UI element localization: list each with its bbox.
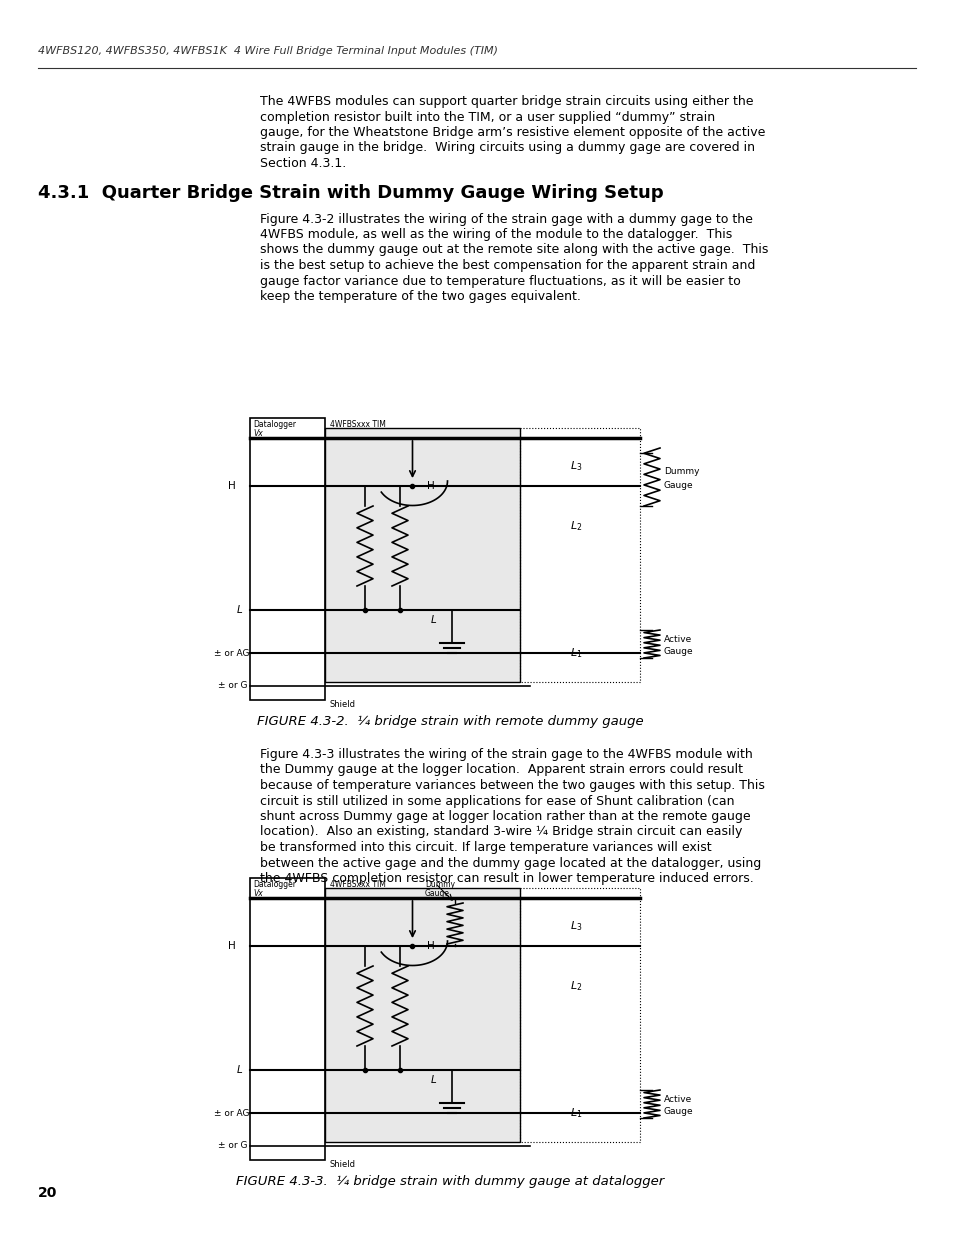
Text: Datalogger: Datalogger: [253, 420, 295, 429]
Text: Dummy: Dummy: [663, 468, 699, 477]
Text: FIGURE 4.3-3.  ¼ bridge strain with dummy gauge at datalogger: FIGURE 4.3-3. ¼ bridge strain with dummy…: [235, 1174, 663, 1188]
Text: $L_2$: $L_2$: [569, 519, 581, 532]
Text: keep the temperature of the two gages equivalent.: keep the temperature of the two gages eq…: [260, 290, 580, 303]
Text: 4WFBS120, 4WFBS350, 4WFBS1K  4 Wire Full Bridge Terminal Input Modules (TIM): 4WFBS120, 4WFBS350, 4WFBS1K 4 Wire Full …: [38, 46, 497, 56]
Text: 20: 20: [38, 1186, 57, 1200]
Text: be transformed into this circuit. If large temperature variances will exist: be transformed into this circuit. If lar…: [260, 841, 711, 853]
Text: $L_3$: $L_3$: [569, 919, 582, 932]
Text: because of temperature variances between the two gauges with this setup. This: because of temperature variances between…: [260, 779, 764, 792]
Text: H: H: [427, 480, 435, 492]
Text: Gauge: Gauge: [663, 647, 693, 657]
Text: the 4WFBS completion resistor can result in lower temperature induced errors.: the 4WFBS completion resistor can result…: [260, 872, 753, 885]
Text: between the active gage and the dummy gage located at the datalogger, using: between the active gage and the dummy ga…: [260, 857, 760, 869]
Text: ± or G: ± or G: [218, 1141, 247, 1151]
Text: shunt across Dummy gage at logger location rather than at the remote gauge: shunt across Dummy gage at logger locati…: [260, 810, 750, 823]
Text: H: H: [228, 941, 235, 951]
Text: gauge, for the Wheatstone Bridge arm’s resistive element opposite of the active: gauge, for the Wheatstone Bridge arm’s r…: [260, 126, 764, 140]
Text: 4WFBSxxx TIM: 4WFBSxxx TIM: [330, 420, 385, 429]
Text: location).  Also an existing, standard 3-wire ¼ Bridge strain circuit can easily: location). Also an existing, standard 3-…: [260, 825, 741, 839]
Text: The 4WFBS modules can support quarter bridge strain circuits using either the: The 4WFBS modules can support quarter br…: [260, 95, 753, 107]
Text: Gauge: Gauge: [663, 480, 693, 489]
Text: Gauge: Gauge: [663, 1108, 693, 1116]
Text: Figure 4.3-3 illustrates the wiring of the strain gage to the 4WFBS module with: Figure 4.3-3 illustrates the wiring of t…: [260, 748, 752, 761]
Text: Vx: Vx: [253, 429, 262, 438]
Text: $L_1$: $L_1$: [569, 646, 582, 659]
Text: L: L: [430, 1074, 436, 1086]
Text: $L_2$: $L_2$: [569, 979, 581, 993]
Polygon shape: [325, 888, 519, 1142]
Text: completion resistor built into the TIM, or a user supplied “dummy” strain: completion resistor built into the TIM, …: [260, 110, 715, 124]
Text: the Dummy gauge at the logger location.  Apparent strain errors could result: the Dummy gauge at the logger location. …: [260, 763, 742, 777]
Text: H: H: [427, 941, 435, 951]
Text: L: L: [237, 605, 243, 615]
Text: Section 4.3.1.: Section 4.3.1.: [260, 157, 346, 170]
Text: Active: Active: [663, 635, 692, 643]
Text: circuit is still utilized in some applications for ease of Shunt calibration (ca: circuit is still utilized in some applic…: [260, 794, 734, 808]
Text: FIGURE 4.3-2.  ¼ bridge strain with remote dummy gauge: FIGURE 4.3-2. ¼ bridge strain with remot…: [256, 715, 642, 727]
Text: $L_1$: $L_1$: [569, 1107, 582, 1120]
Text: strain gauge in the bridge.  Wiring circuits using a dummy gage are covered in: strain gauge in the bridge. Wiring circu…: [260, 142, 754, 154]
Text: ± or AG: ± or AG: [213, 1109, 250, 1118]
Text: Gauge: Gauge: [424, 889, 450, 898]
Polygon shape: [325, 429, 519, 682]
Text: shows the dummy gauge out at the remote site along with the active gage.  This: shows the dummy gauge out at the remote …: [260, 243, 767, 257]
Text: Dummy: Dummy: [424, 881, 455, 889]
Text: Shield: Shield: [330, 700, 355, 709]
Text: Vx: Vx: [253, 889, 262, 898]
Text: Shield: Shield: [330, 1160, 355, 1170]
Text: 4.3.1  Quarter Bridge Strain with Dummy Gauge Wiring Setup: 4.3.1 Quarter Bridge Strain with Dummy G…: [38, 184, 663, 203]
Text: 4WFBSxxx TIM: 4WFBSxxx TIM: [330, 881, 385, 889]
Text: ± or AG: ± or AG: [213, 648, 250, 657]
Text: is the best setup to achieve the best compensation for the apparent strain and: is the best setup to achieve the best co…: [260, 259, 755, 272]
Text: Active: Active: [663, 1094, 692, 1104]
Text: L: L: [237, 1065, 243, 1074]
Text: Figure 4.3-2 illustrates the wiring of the strain gage with a dummy gage to the: Figure 4.3-2 illustrates the wiring of t…: [260, 212, 752, 226]
Text: ± or G: ± or G: [218, 682, 247, 690]
Text: $L_3$: $L_3$: [569, 459, 582, 473]
Text: H: H: [228, 480, 235, 492]
Text: 4WFBS module, as well as the wiring of the module to the datalogger.  This: 4WFBS module, as well as the wiring of t…: [260, 228, 732, 241]
Text: Datalogger: Datalogger: [253, 881, 295, 889]
Text: L: L: [430, 615, 436, 625]
Text: gauge factor variance due to temperature fluctuations, as it will be easier to: gauge factor variance due to temperature…: [260, 274, 740, 288]
